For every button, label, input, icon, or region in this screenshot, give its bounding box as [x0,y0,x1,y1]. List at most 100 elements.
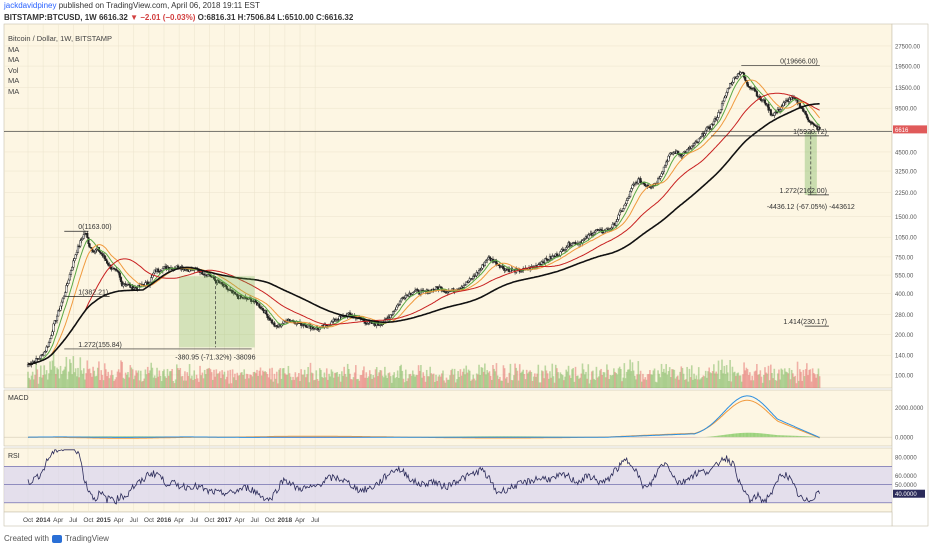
macd-histogram-bar [129,436,131,438]
candle [676,150,679,154]
tradingview-brand[interactable]: TradingView [64,534,109,543]
volume-bar [509,363,512,388]
volume-bar [271,367,273,388]
author-link[interactable]: jackdavidpiney [4,1,57,10]
volume-bar [163,369,165,388]
volume-bar [493,368,495,388]
volume-bar [445,377,448,388]
volume-bar [484,363,486,388]
volume-bar [632,370,635,388]
volume-bar [241,372,243,388]
volume-bar [103,363,106,388]
volume-bar [149,370,151,388]
candle [687,148,690,150]
volume-bar [128,377,130,388]
price-tick-label: 550.00 [895,274,914,280]
volume-bar [597,376,600,388]
legend-item-ma[interactable]: MA [8,76,20,85]
volume-bar [259,367,262,388]
macd-histogram-bar [663,437,665,438]
volume-bar [236,372,239,388]
volume-bar [353,372,356,388]
volume-bar [802,369,805,388]
legend-item-vol[interactable]: Vol [8,65,19,75]
volume-bar [739,375,742,388]
candle [587,234,590,239]
volume-bar [550,377,552,388]
macd-histogram-bar [781,435,784,438]
macd-histogram-bar [136,436,138,438]
volume-bar [674,378,677,388]
volume-bar [127,372,129,388]
macd-histogram-bar [141,436,143,438]
macd-histogram-bar [116,436,119,438]
candle [394,309,397,312]
volume-bar [520,372,522,388]
volume-bar [209,369,212,388]
volume-bar [366,377,369,388]
macd-histogram-bar [656,437,658,438]
volume-bar [151,367,154,388]
time-tick-label: Apr [295,517,306,524]
volume-bar [614,371,616,388]
volume-bar [422,372,425,388]
candle [467,280,470,283]
volume-bar [738,375,741,388]
volume-bar [532,376,535,388]
volume-bar [382,377,385,388]
volume-bar [295,377,298,388]
volume-bar [173,383,176,388]
candle [629,191,632,197]
macd-histogram-bar [685,437,687,438]
volume-bar [806,363,808,388]
volume-bar [711,371,714,388]
macd-histogram-bar [738,433,741,438]
macd-histogram-bar [813,436,815,438]
volume-bar [546,373,549,388]
volume-bar [527,373,529,388]
volume-bar [34,374,36,388]
macd-histogram-bar [750,432,752,438]
legend-item-ma[interactable]: MA [8,55,20,64]
candle [812,123,815,126]
time-tick-label: 2014 [36,517,51,524]
volume-bar [534,373,536,388]
time-tick-label: Apr [174,517,185,524]
macd-histogram-bar [664,437,666,438]
volume-bar [182,380,185,388]
volume-bar [471,379,473,388]
publish-line: jackdavidpiney published on TradingView.… [4,1,260,10]
candle [488,256,491,259]
candle [769,109,772,116]
legend-item-ma[interactable]: MA [8,44,20,54]
volume-bar [396,370,399,388]
volume-bar [536,373,538,388]
volume-bar [289,376,292,388]
volume-bar [770,364,772,388]
volume-bar [98,361,100,388]
volume-bar [48,373,50,388]
volume-bar [351,379,354,388]
macd-histogram-bar [733,433,735,438]
volume-bar [120,360,122,388]
volume-bar [707,371,709,388]
candle [389,314,392,319]
macd-histogram-bar [667,437,670,438]
volume-bar [611,374,614,388]
candle [570,243,574,246]
candle [101,253,104,256]
volume-bar [50,369,53,388]
volume-bar [681,367,684,388]
volume-bar [467,369,470,388]
volume-bar [609,374,612,388]
macd-histogram-bar [743,432,745,438]
volume-bar [658,373,661,388]
legend-item-ma[interactable]: MA [8,86,20,96]
macd-histogram-bar [771,434,773,438]
volume-bar [603,372,606,388]
macd-histogram-bar [677,437,679,438]
macd-histogram-bar [100,436,102,438]
macd-histogram-bar [727,434,729,438]
volume-bar [554,364,557,388]
